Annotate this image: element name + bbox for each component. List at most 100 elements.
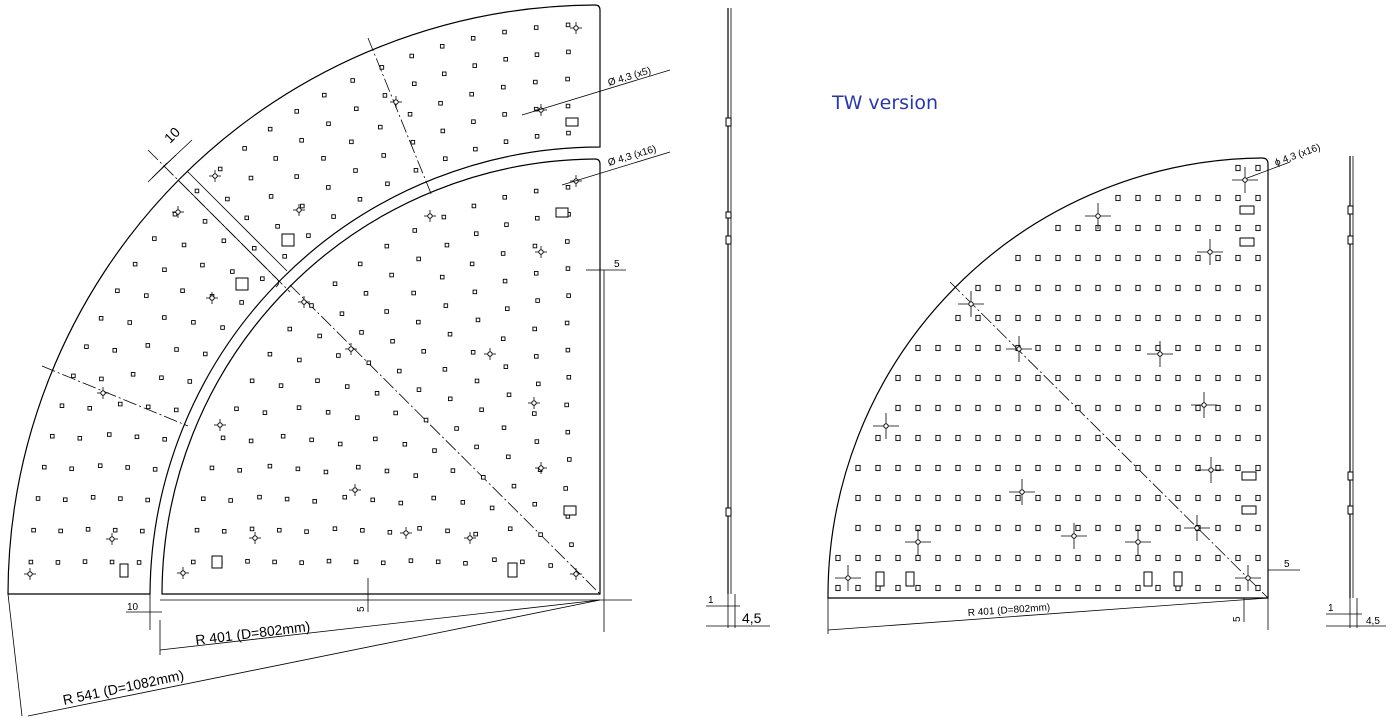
hole	[460, 500, 466, 505]
hole	[203, 351, 208, 357]
hole	[995, 524, 1001, 532]
hole	[1055, 284, 1061, 292]
hole	[1175, 374, 1181, 382]
hole	[955, 314, 961, 322]
hole	[855, 554, 861, 562]
hole	[1095, 374, 1101, 382]
hole	[322, 92, 327, 98]
hole	[1095, 344, 1101, 352]
hole	[1175, 344, 1181, 352]
hole	[1255, 284, 1261, 292]
hole	[416, 387, 422, 392]
bottom-offset-dim-label: 5	[356, 606, 367, 612]
hole	[565, 185, 571, 190]
hole	[1015, 254, 1021, 262]
hole	[520, 559, 525, 565]
hole	[1215, 584, 1221, 592]
hole	[447, 396, 453, 402]
hole	[441, 214, 447, 220]
hole	[975, 404, 981, 412]
hole	[317, 333, 322, 339]
hole	[356, 464, 361, 470]
hole	[440, 128, 446, 134]
hole	[431, 495, 436, 501]
hole	[1235, 524, 1241, 532]
mounting-hole	[570, 568, 582, 580]
hole	[294, 109, 299, 114]
hole	[473, 531, 478, 537]
mounting-hole	[535, 246, 547, 258]
hole	[915, 404, 921, 412]
hole	[297, 357, 302, 363]
mounting-hole	[1009, 479, 1035, 505]
hole	[995, 464, 1001, 472]
hole	[1195, 284, 1201, 292]
hole	[503, 139, 509, 144]
hole	[366, 360, 372, 366]
hole	[299, 138, 304, 143]
hole	[470, 350, 476, 355]
hole	[1015, 404, 1021, 412]
hole	[1215, 404, 1221, 412]
hole	[1075, 434, 1081, 442]
hole	[225, 196, 230, 202]
hole	[1255, 524, 1261, 532]
hole	[220, 435, 226, 441]
hole	[234, 406, 239, 412]
hole	[1075, 524, 1081, 532]
hole	[474, 444, 479, 450]
hole	[1075, 494, 1081, 502]
hole	[294, 174, 299, 179]
tw-side-dim-a: 1	[1328, 603, 1334, 614]
hole	[412, 81, 417, 86]
hole	[1035, 554, 1041, 562]
outer-ring-split	[147, 149, 291, 293]
hole	[1035, 344, 1041, 352]
hole	[1115, 584, 1121, 592]
hole	[1015, 314, 1021, 322]
hole	[995, 584, 1001, 592]
hole	[277, 527, 282, 533]
hole	[242, 146, 247, 151]
hole	[82, 559, 88, 564]
hole	[895, 434, 901, 442]
hole	[1075, 314, 1081, 322]
hole	[935, 554, 941, 562]
hole	[332, 526, 338, 531]
hole	[145, 497, 150, 503]
hole	[1095, 434, 1101, 442]
outer-hole-callout: Ø 4,3 (x5)	[607, 65, 653, 89]
mounting-hole	[535, 104, 547, 116]
hole	[267, 463, 273, 469]
hole	[58, 528, 63, 534]
hole	[442, 71, 447, 77]
hole	[472, 289, 478, 295]
hole	[249, 526, 255, 532]
hole	[416, 319, 421, 325]
hole	[1115, 344, 1121, 352]
hole	[507, 526, 513, 532]
hole	[975, 524, 981, 532]
hole	[1155, 284, 1161, 292]
hole	[393, 410, 398, 416]
left-side-view: 1 4,5	[706, 8, 770, 628]
hole	[1195, 314, 1201, 322]
hole	[1215, 434, 1221, 442]
hole	[565, 103, 571, 109]
hole	[1195, 194, 1201, 202]
hole	[296, 405, 302, 410]
hole	[975, 464, 981, 472]
left-dimensions	[7, 69, 671, 717]
hole	[995, 374, 1001, 382]
hole	[257, 494, 262, 500]
hole	[325, 410, 331, 415]
hole	[1135, 194, 1141, 202]
hole	[534, 439, 540, 444]
hole	[357, 197, 363, 202]
mounting-hole	[424, 210, 436, 222]
hole	[471, 203, 477, 209]
hole	[1135, 464, 1141, 472]
hole	[416, 256, 421, 262]
hole	[309, 437, 314, 443]
hole	[191, 320, 196, 325]
